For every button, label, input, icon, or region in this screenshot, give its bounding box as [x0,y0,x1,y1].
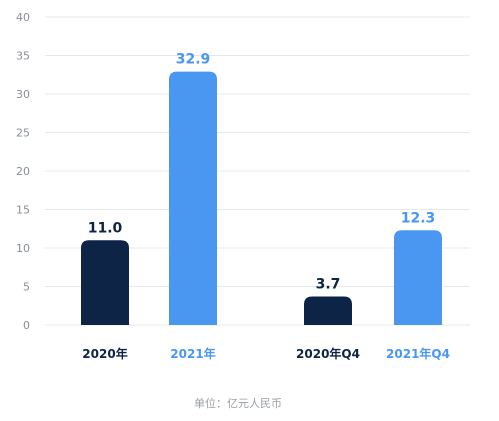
value-label: 32.9 [176,52,211,68]
value-label: 12.3 [401,210,436,226]
category-label: 2021年 [170,346,215,361]
bars [81,71,442,325]
y-tick-label: 25 [16,127,30,140]
y-tick-label: 30 [16,88,30,101]
bar [169,71,217,325]
category-label: 2020年Q4 [296,346,360,361]
bar [304,296,352,325]
value-label: 11.0 [88,220,123,236]
y-tick-label: 5 [23,281,30,294]
y-tick-label: 20 [16,165,30,178]
y-tick-label: 0 [23,319,30,332]
unit-note: 单位：亿元人民币 [194,396,282,410]
y-tick-label: 40 [16,11,30,24]
bar [81,240,129,325]
y-axis-ticks: 0 5 10 15 20 25 30 35 40 [16,11,30,332]
value-label: 3.7 [316,277,341,293]
category-label: 2020年 [82,346,127,361]
value-labels: 11.0 32.9 3.7 12.3 [88,52,436,293]
x-axis-labels: 2020年 2021年 2020年Q4 2021年Q4 [82,346,450,361]
category-label: 2021年Q4 [386,346,450,361]
y-tick-label: 35 [16,50,30,63]
y-tick-label: 15 [16,204,30,217]
y-tick-label: 10 [16,242,30,255]
bar [394,230,442,325]
